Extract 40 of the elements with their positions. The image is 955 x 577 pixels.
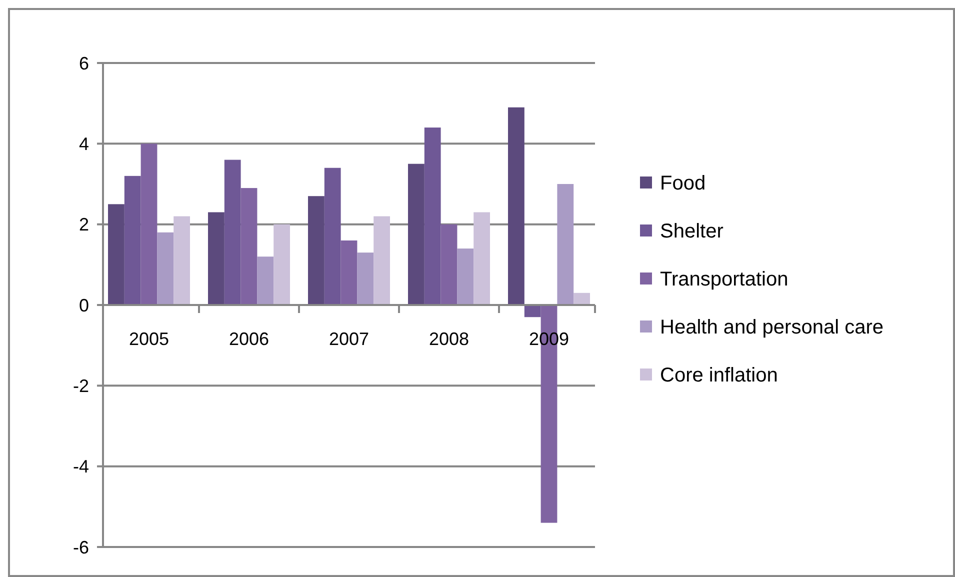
- bar: [257, 256, 274, 305]
- bar: [557, 184, 574, 305]
- y-tick-label: 4: [78, 134, 89, 154]
- bar: [374, 216, 390, 305]
- x-tick-label: 2005: [128, 329, 170, 349]
- bar: [524, 305, 541, 318]
- legend-label: Food: [660, 172, 706, 194]
- bar: [157, 232, 174, 305]
- bar: [357, 252, 374, 305]
- y-tick-label: 2: [78, 214, 89, 235]
- bar: [208, 212, 224, 305]
- bar: [424, 128, 441, 305]
- y-tick-label: 6: [78, 53, 89, 74]
- bar: [340, 240, 358, 305]
- legend-label: Transportation: [660, 268, 788, 290]
- bar: [474, 212, 490, 305]
- bar: [574, 292, 590, 305]
- bar: [224, 160, 241, 305]
- bar: [508, 107, 524, 305]
- y-tick-label: -4: [72, 456, 89, 477]
- x-tick-label: 2006: [228, 329, 270, 349]
- legend-label: Health and personal care: [660, 316, 884, 338]
- bar: [308, 196, 324, 305]
- bar: [140, 144, 158, 305]
- bar: [440, 224, 458, 305]
- bar: [457, 248, 474, 305]
- legend-label: Core inflation: [660, 364, 778, 386]
- bar: [408, 164, 424, 305]
- bar: [274, 224, 290, 305]
- bar: [324, 168, 341, 305]
- x-tick-label: 2007: [328, 329, 370, 349]
- bar: [240, 188, 258, 305]
- bar: [174, 216, 190, 305]
- y-tick-label: 0: [78, 295, 89, 316]
- y-tick-label: -6: [72, 537, 89, 558]
- x-tick-label: 2008: [428, 329, 470, 349]
- y-tick-label: -2: [72, 376, 89, 396]
- bar: [124, 176, 141, 305]
- legend-label: Shelter: [660, 220, 724, 242]
- bar: [108, 204, 124, 305]
